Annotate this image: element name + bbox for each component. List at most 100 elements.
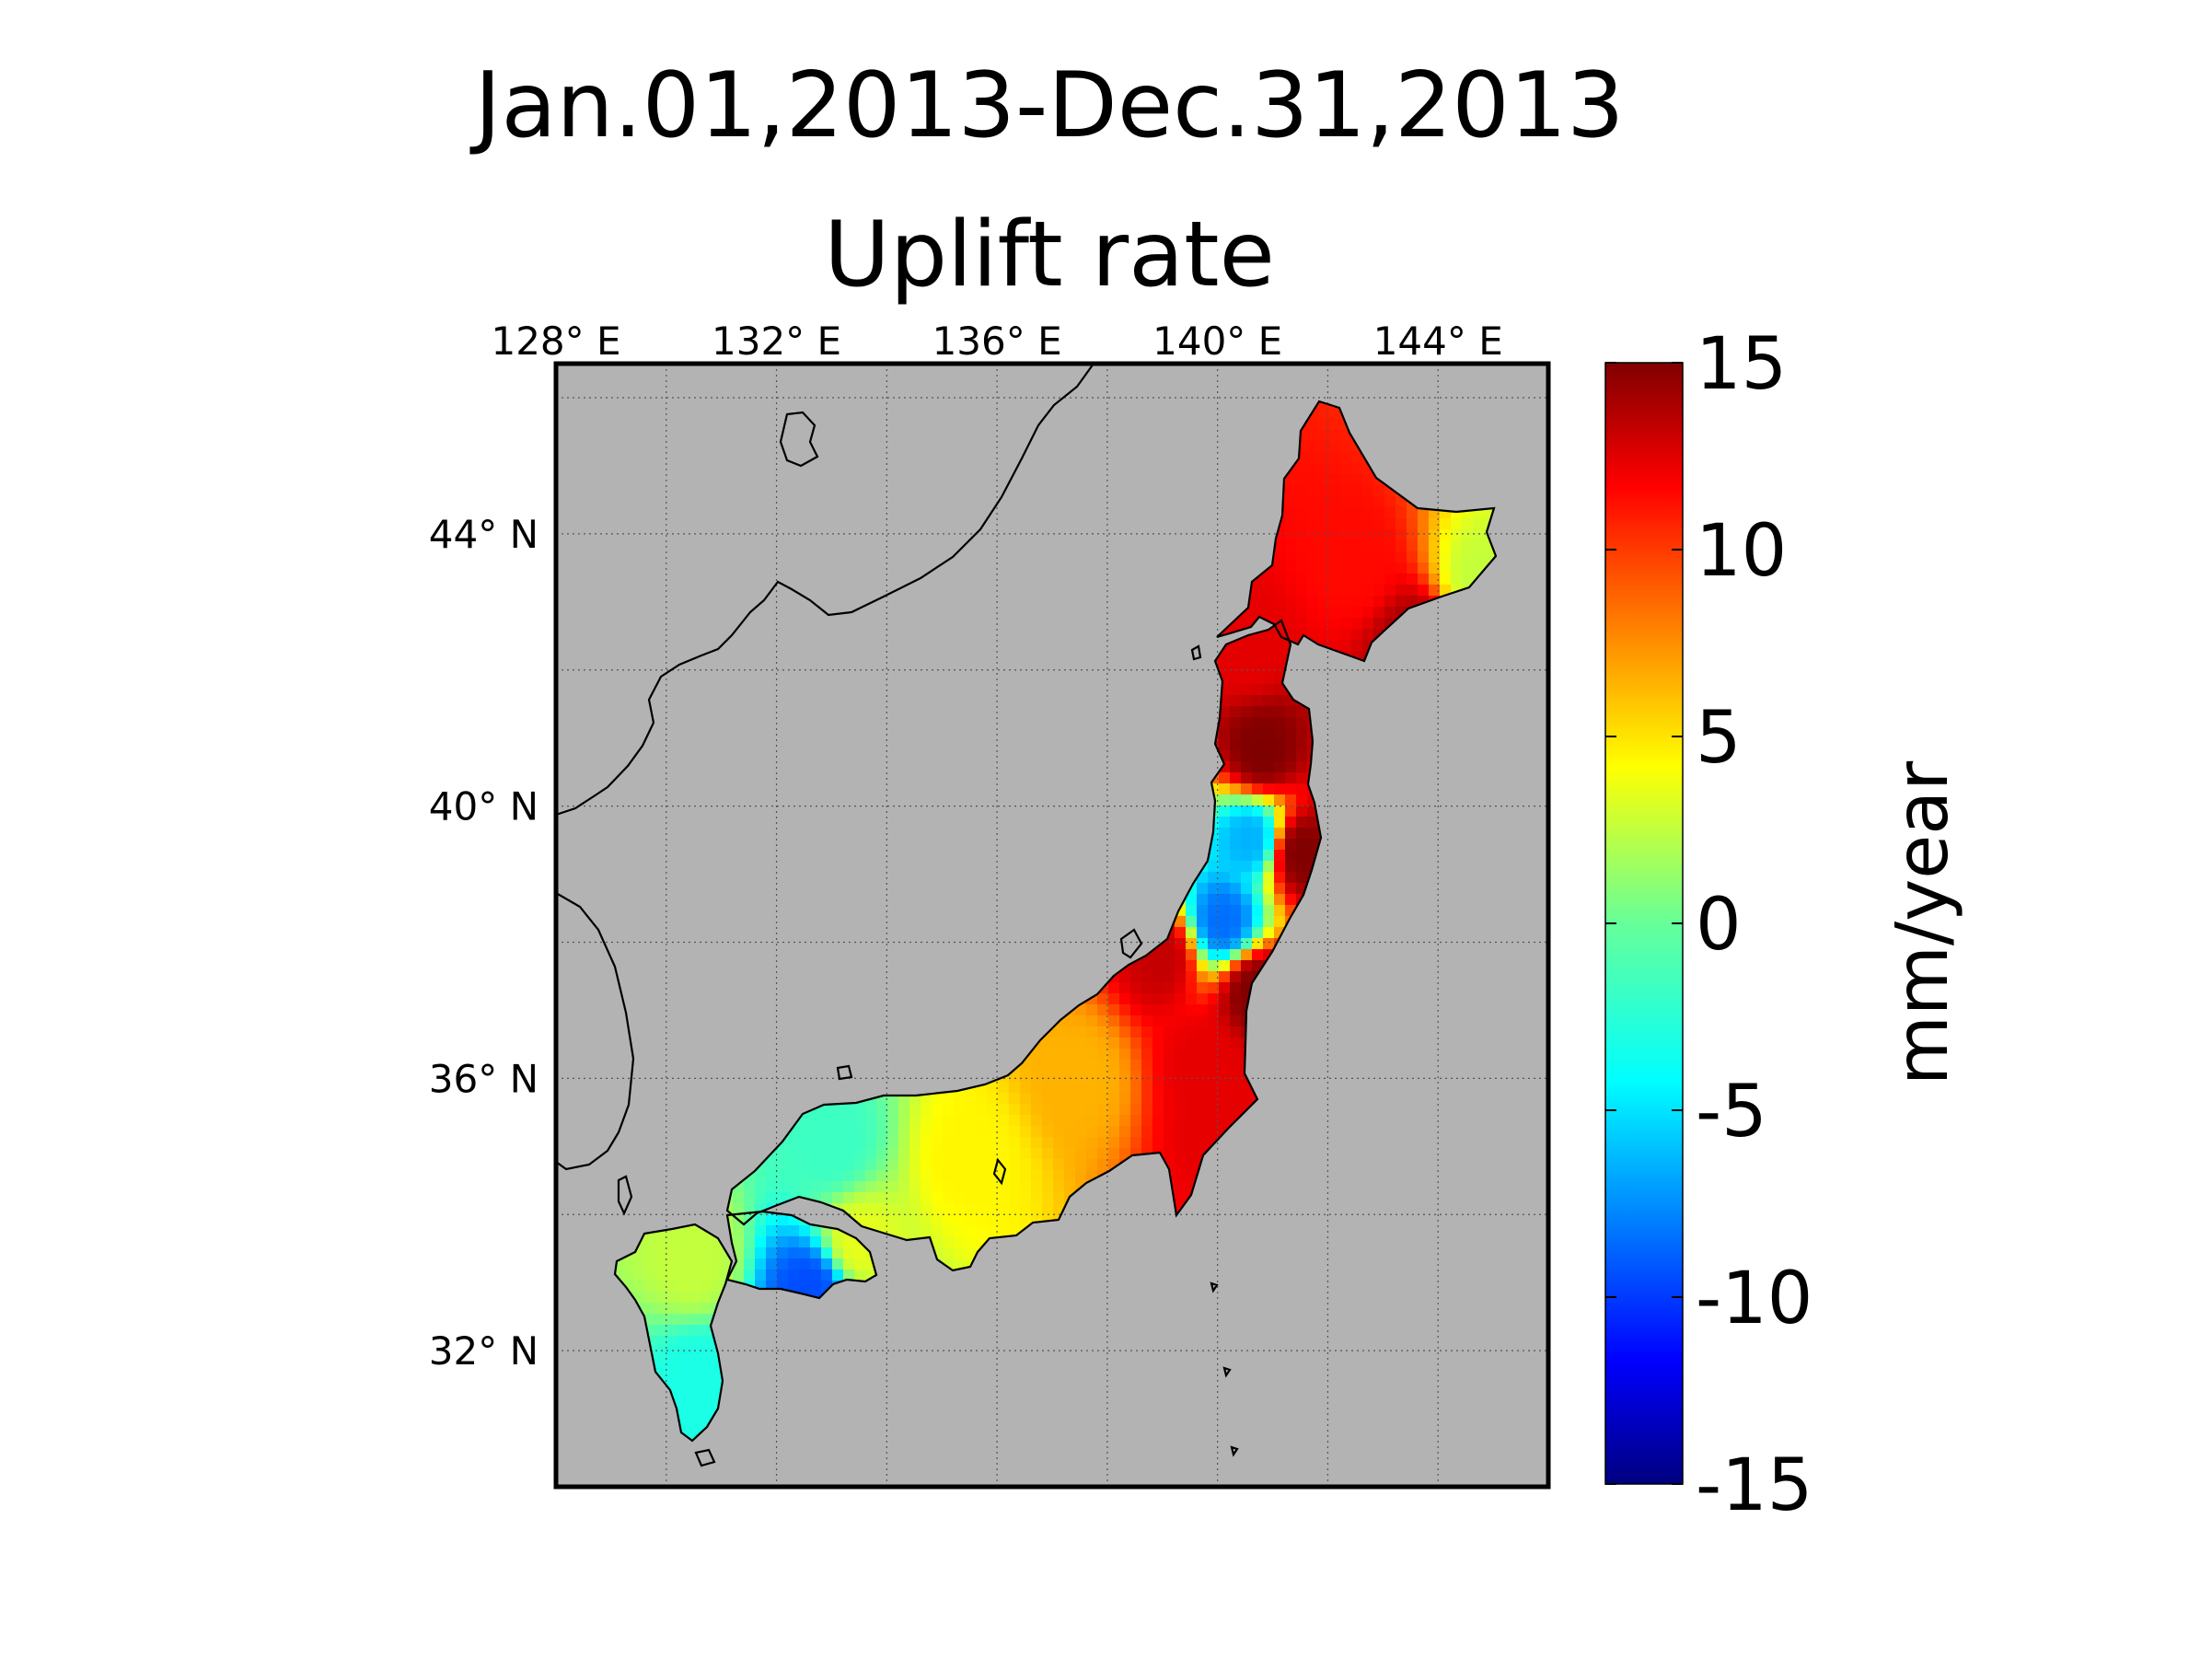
uplift-cell (843, 1137, 855, 1149)
uplift-cell (1075, 1137, 1087, 1149)
uplift-cell (821, 1115, 833, 1127)
uplift-cell (733, 1192, 745, 1204)
uplift-cell (810, 1258, 822, 1270)
uplift-cell (965, 1115, 977, 1127)
uplift-cell (1020, 1181, 1032, 1193)
uplift-cell (655, 1325, 667, 1337)
uplift-cell (854, 1270, 866, 1281)
uplift-cell (677, 1380, 689, 1392)
uplift-cell (1020, 1126, 1032, 1138)
uplift-cell (854, 1148, 866, 1160)
uplift-cell (821, 1247, 833, 1259)
uplift-cell (644, 1281, 656, 1293)
uplift-cell (921, 1203, 932, 1215)
uplift-cell (854, 1115, 866, 1127)
uplift-cell (1053, 1115, 1065, 1127)
uplift-cell (832, 1181, 844, 1193)
uplift-cell (1009, 1192, 1021, 1204)
uplift-cell (766, 1192, 778, 1204)
uplift-cell (832, 1247, 844, 1259)
uplift-cell (1020, 1115, 1032, 1127)
uplift-cell (965, 1181, 977, 1193)
uplift-cell (987, 1104, 999, 1116)
uplift-cell (854, 1126, 866, 1138)
uplift-cell (1086, 1038, 1098, 1049)
uplift-cell (777, 1148, 789, 1160)
uplift-cell (1086, 1148, 1098, 1160)
uplift-cell (898, 1170, 910, 1182)
uplift-cell (854, 1104, 866, 1116)
uplift-cell (1075, 1115, 1087, 1127)
uplift-cell (954, 1115, 966, 1127)
uplift-cell (733, 1203, 745, 1215)
uplift-cell (921, 1137, 932, 1149)
uplift-cell (909, 1214, 921, 1226)
uplift-cell (987, 1192, 999, 1204)
uplift-cell (689, 1292, 701, 1304)
uplift-cell (1064, 1148, 1076, 1160)
uplift-cell (689, 1325, 701, 1337)
uplift-cell (821, 1236, 833, 1248)
uplift-cell (666, 1347, 678, 1359)
uplift-cell (1042, 1203, 1054, 1215)
uplift-cell (788, 1247, 800, 1259)
uplift-cell (689, 1281, 701, 1293)
uplift-cell (1086, 1104, 1098, 1116)
uplift-cell (954, 1192, 966, 1204)
uplift-cell (1075, 1071, 1087, 1083)
uplift-cell (788, 1159, 800, 1171)
uplift-cell (954, 1181, 966, 1193)
uplift-cell (700, 1247, 712, 1259)
uplift-cell (987, 1093, 999, 1105)
uplift-cell (799, 1225, 811, 1237)
uplift-cell (1020, 1159, 1032, 1171)
uplift-cell (655, 1270, 667, 1281)
uplift-cell (655, 1258, 667, 1270)
uplift-cell (965, 1192, 977, 1204)
uplift-cell (1020, 1071, 1032, 1083)
uplift-cell (1031, 1192, 1043, 1204)
uplift-cell (744, 1270, 756, 1281)
uplift-cell (854, 1159, 866, 1171)
uplift-cell (700, 1292, 712, 1304)
uplift-cell (876, 1181, 888, 1193)
uplift-cell (788, 1270, 800, 1281)
uplift-cell (932, 1225, 944, 1237)
uplift-cell (909, 1137, 921, 1149)
uplift-cell (976, 1225, 988, 1237)
uplift-cell (810, 1115, 822, 1127)
uplift-cell (898, 1126, 910, 1138)
uplift-cell (998, 1104, 1010, 1116)
uplift-cell (633, 1270, 645, 1281)
uplift-cell (1053, 1192, 1065, 1204)
uplift-cell (744, 1192, 756, 1204)
uplift-cell (622, 1258, 634, 1270)
uplift-cell (843, 1148, 855, 1160)
uplift-cell (677, 1236, 689, 1248)
uplift-cell (1042, 1137, 1054, 1149)
uplift-cell (788, 1181, 800, 1193)
uplift-cell (644, 1247, 656, 1259)
uplift-cell (788, 1236, 800, 1248)
uplift-cell (921, 1115, 932, 1127)
uplift-cell (1020, 1093, 1032, 1105)
uplift-cell (865, 1137, 877, 1149)
uplift-cell (810, 1247, 822, 1259)
uplift-cell (1020, 1170, 1032, 1182)
uplift-cell (1053, 1148, 1065, 1160)
uplift-cell (898, 1159, 910, 1171)
uplift-cell (689, 1369, 701, 1381)
uplift-cell (832, 1126, 844, 1138)
uplift-cell (755, 1181, 767, 1193)
uplift-cell (788, 1137, 800, 1149)
uplift-cell (755, 1236, 767, 1248)
uplift-cell (744, 1225, 756, 1237)
uplift-cell (1042, 1115, 1054, 1127)
uplift-cell (1031, 1170, 1043, 1182)
uplift-cell (1064, 1093, 1076, 1105)
uplift-cell (788, 1281, 800, 1293)
uplift-cell (744, 1247, 756, 1259)
uplift-cell (655, 1236, 667, 1248)
uplift-cell (689, 1258, 701, 1270)
uplift-cell (1031, 1148, 1043, 1160)
